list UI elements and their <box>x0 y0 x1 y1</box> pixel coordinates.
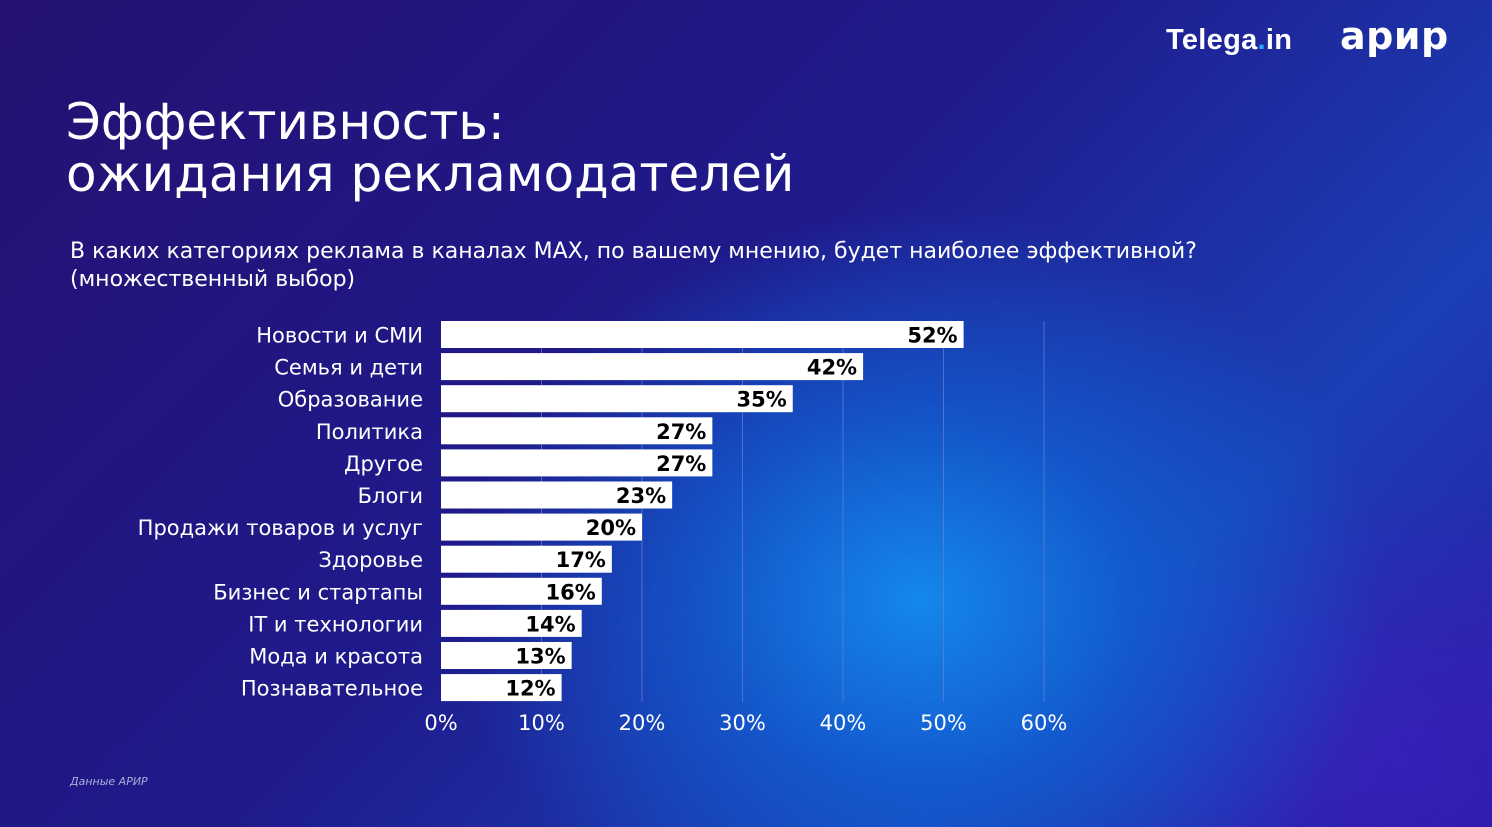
bar <box>441 449 713 477</box>
bar <box>441 577 602 605</box>
x-tick-label: 20% <box>619 711 666 735</box>
telega-logo-main: Telega <box>1166 24 1258 56</box>
bar-value-label: 42% <box>807 356 857 380</box>
survey-question-line1: В каких категориях реклама в каналах MAX… <box>70 239 1197 264</box>
x-tick-label: 40% <box>820 711 867 735</box>
category-label: Познавательное <box>241 677 423 701</box>
bar <box>441 321 964 348</box>
bar <box>441 609 582 637</box>
x-tick-label: 10% <box>518 711 565 735</box>
category-label: Бизнес и стартапы <box>213 580 423 604</box>
category-label: Другое <box>344 452 423 476</box>
telega-logo-dot: . <box>1257 24 1266 56</box>
survey-question-line2: (множественный выбор) <box>70 267 356 292</box>
bar-value-label: 12% <box>505 677 555 701</box>
page-title-line2: ожидания рекламодателей <box>66 145 795 203</box>
category-label: Образование <box>278 388 423 412</box>
bar-value-label: 20% <box>586 516 636 540</box>
x-tick-label: 50% <box>920 711 967 735</box>
category-label: Продажи товаров и услуг <box>138 516 423 540</box>
bar-value-label: 16% <box>546 580 596 604</box>
data-source-note: Данные АРИР <box>70 775 148 788</box>
page-title: Эффективность: ожидания рекламодателей <box>66 96 794 200</box>
bar-value-label: 14% <box>525 612 575 636</box>
x-tick-label: 30% <box>719 711 766 735</box>
bar-value-label: 27% <box>656 420 706 444</box>
bar <box>441 481 673 509</box>
telega-logo: Telega.in <box>1166 24 1292 57</box>
page-title-line1: Эффективность: <box>66 93 505 151</box>
category-label: Семья и дети <box>274 356 423 380</box>
bar <box>441 674 562 702</box>
category-label: Мода и красота <box>249 645 423 669</box>
category-label: Блоги <box>358 484 423 508</box>
arir-logo: арир <box>1340 14 1449 58</box>
bar-value-label: 23% <box>616 484 666 508</box>
category-label: IT и технологии <box>248 612 423 636</box>
bar-value-label: 27% <box>656 452 706 476</box>
bar-value-label: 52% <box>907 324 957 348</box>
bar-value-label: 17% <box>556 548 606 572</box>
bar <box>441 353 864 381</box>
category-label: Здоровье <box>318 548 423 572</box>
bar <box>441 385 793 413</box>
category-label: Политика <box>316 420 423 444</box>
category-label: Новости и СМИ <box>256 324 423 348</box>
bar <box>441 545 612 573</box>
x-tick-label: 60% <box>1021 711 1068 735</box>
bar <box>441 642 572 669</box>
survey-question: В каких категориях реклама в каналах MAX… <box>70 238 1197 294</box>
bar <box>441 513 642 541</box>
bar-value-label: 35% <box>736 388 786 412</box>
bar <box>441 417 713 445</box>
x-tick-label: 0% <box>424 711 457 735</box>
bar-value-label: 13% <box>515 645 565 669</box>
telega-logo-tld: in <box>1265 24 1293 56</box>
